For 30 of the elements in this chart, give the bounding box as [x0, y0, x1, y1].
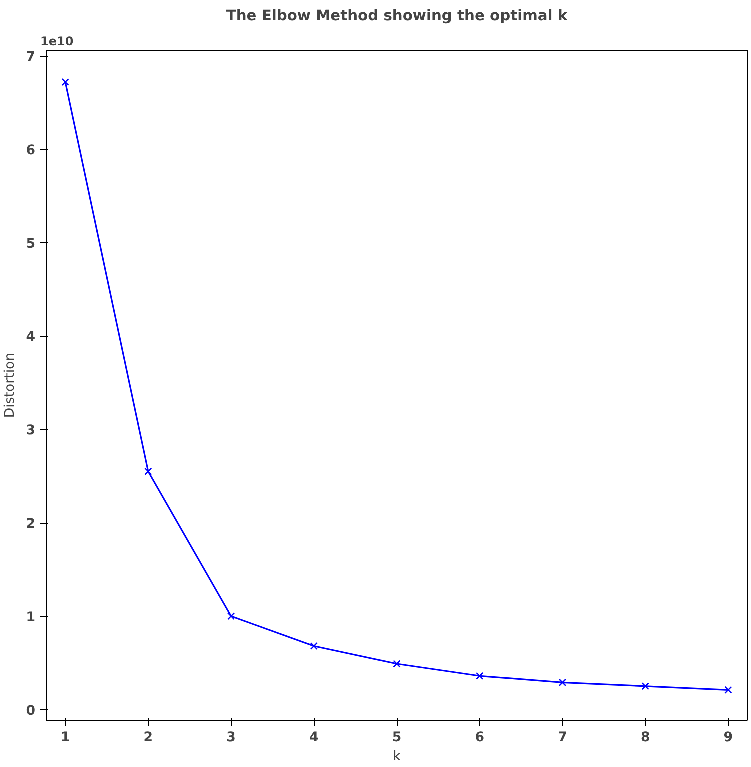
- x-tick-label: 1: [60, 730, 70, 746]
- x-tick-label: 5: [392, 730, 402, 746]
- x-tick-label: 8: [640, 730, 650, 746]
- point: [227, 612, 236, 620]
- y-tick-label: 4: [26, 330, 36, 346]
- chart-title: The Elbow Method showing the optimal k: [226, 8, 569, 24]
- point: [62, 78, 70, 86]
- x-tick-label: 7: [558, 730, 568, 746]
- point: [393, 660, 401, 668]
- point: [558, 678, 567, 687]
- x-tick-label: 2: [144, 730, 154, 746]
- point: [144, 468, 152, 476]
- point: [476, 672, 484, 680]
- x-tick-label: 6: [475, 730, 485, 746]
- y-tick-label: 2: [26, 517, 36, 532]
- x-tick-label: 3: [226, 730, 236, 746]
- point: [642, 682, 650, 690]
- y-tick-label: 1: [26, 610, 36, 626]
- y-tick-label: 3: [26, 424, 36, 439]
- y-tick-label: 6: [26, 143, 36, 158]
- text: 1e10: [40, 34, 74, 48]
- y-tick-label: 0: [26, 704, 36, 719]
- y-axis-title: Distortion: [3, 352, 18, 418]
- x-axis-title: k: [393, 750, 402, 764]
- x-tick-label: 4: [310, 730, 319, 746]
- x-tick-label: 9: [724, 730, 734, 746]
- point: [310, 642, 318, 650]
- y-tick-label: 5: [26, 236, 36, 252]
- point: [724, 686, 732, 694]
- y-tick-label: 7: [26, 50, 36, 66]
